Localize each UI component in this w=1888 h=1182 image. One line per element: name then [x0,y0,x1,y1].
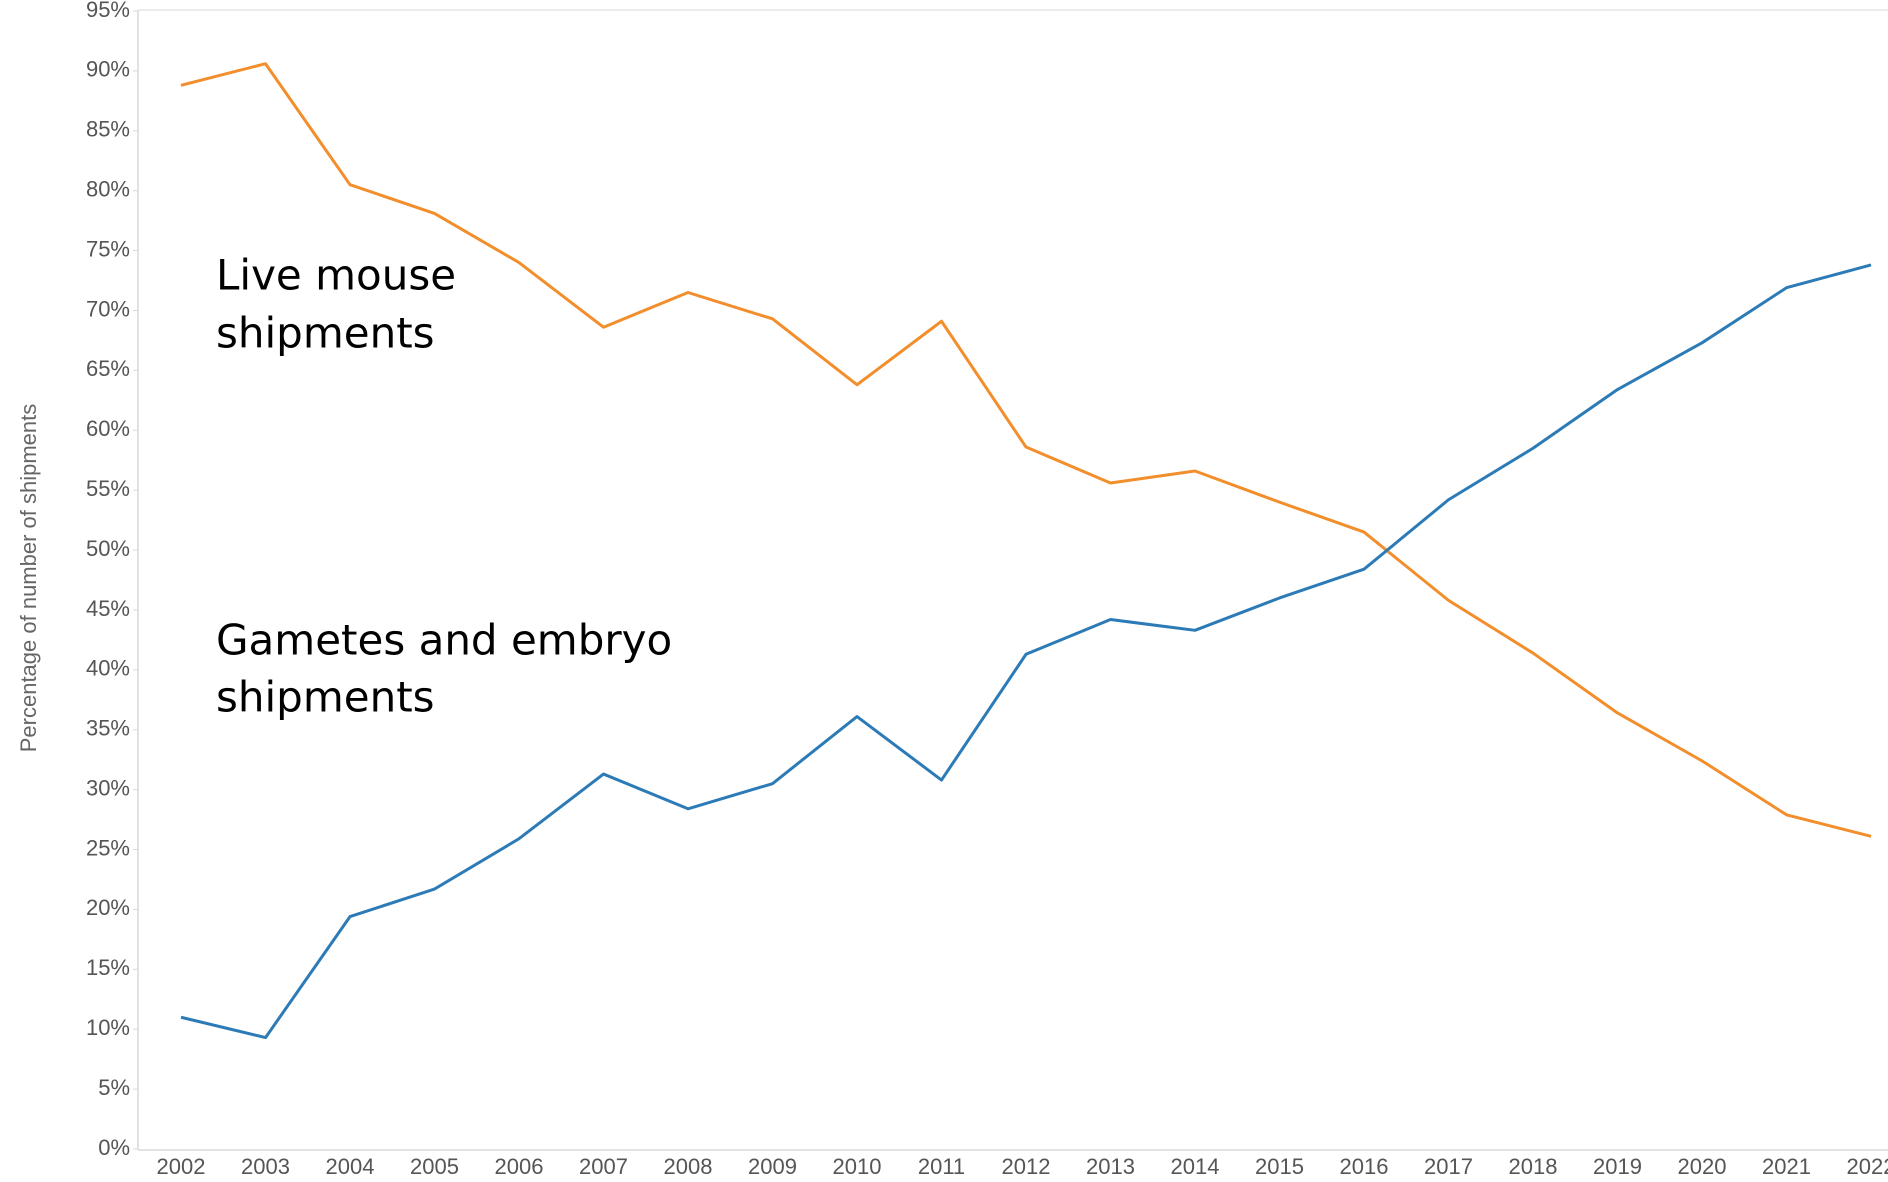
x-tick-label: 2008 [664,1154,713,1179]
x-tick-label: 2004 [326,1154,375,1179]
y-tick-label: 55% [86,476,130,501]
y-tick-label: 20% [86,895,130,920]
x-tick-label: 2020 [1678,1154,1727,1179]
x-tick-label: 2012 [1002,1154,1051,1179]
x-tick-label: 2014 [1171,1154,1220,1179]
y-tick-label: 50% [86,536,130,561]
y-tick-label: 75% [86,236,130,261]
y-tick-label: 15% [86,955,130,980]
x-tick-label: 2007 [579,1154,628,1179]
annotation: shipments [216,673,435,722]
x-tick-label: 2022 [1847,1154,1888,1179]
y-tick-label: 45% [86,596,130,621]
y-tick-label: 35% [86,716,130,741]
y-tick-label: 0% [98,1135,130,1160]
y-tick-label: 25% [86,835,130,860]
y-tick-label: 40% [86,656,130,681]
y-tick-label: 10% [86,1015,130,1040]
y-tick-label: 85% [86,117,130,142]
x-tick-label: 2009 [748,1154,797,1179]
x-tick-label: 2015 [1255,1154,1304,1179]
y-axis-label: Percentage of number of shipments [16,404,41,753]
y-tick-label: 70% [86,296,130,321]
x-tick-label: 2018 [1509,1154,1558,1179]
annotation: Live mouse [216,251,456,300]
x-tick-label: 2017 [1424,1154,1473,1179]
x-tick-label: 2021 [1762,1154,1811,1179]
y-tick-label: 80% [86,176,130,201]
y-tick-label: 65% [86,356,130,381]
x-tick-label: 2005 [410,1154,459,1179]
annotation: Gametes and embryo [216,616,672,665]
x-tick-label: 2003 [241,1154,290,1179]
y-tick-label: 5% [98,1075,130,1100]
y-tick-label: 60% [86,416,130,441]
x-tick-label: 2011 [918,1154,965,1179]
x-tick-label: 2006 [495,1154,544,1179]
y-tick-label: 90% [86,57,130,82]
x-tick-label: 2016 [1340,1154,1389,1179]
x-tick-label: 2002 [157,1154,206,1179]
y-tick-label: 95% [86,0,130,22]
line-series [180,62,1872,838]
y-tick-label: 30% [86,775,130,800]
line-series [180,263,1872,1040]
annotation: shipments [216,309,435,358]
x-tick-label: 2019 [1593,1154,1642,1179]
x-tick-label: 2010 [833,1154,882,1179]
x-tick-label: 2013 [1086,1154,1135,1179]
